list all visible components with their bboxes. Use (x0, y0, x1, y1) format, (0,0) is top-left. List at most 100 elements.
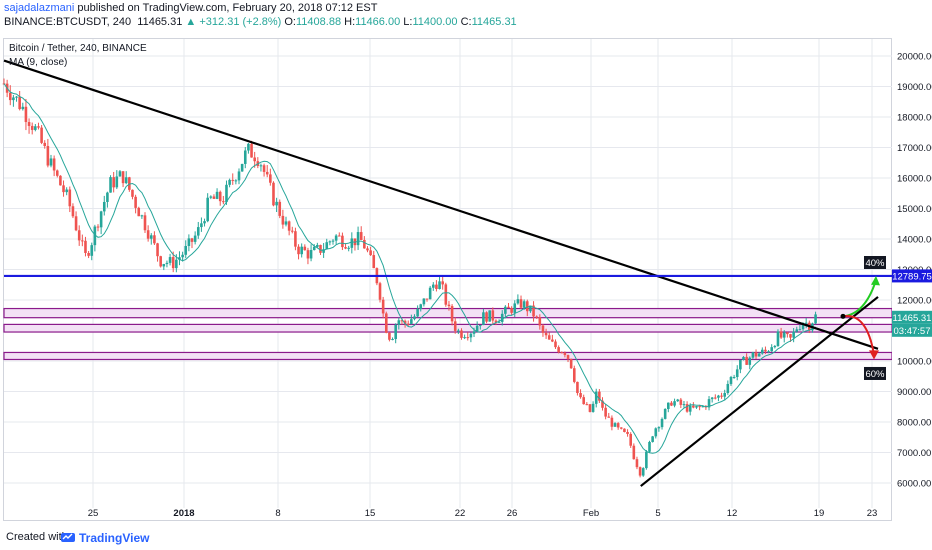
candle-body (309, 250, 313, 259)
candle-body (366, 248, 369, 251)
candle-body (234, 180, 238, 182)
chart-header: sajadalazmani published on TradingView.c… (0, 0, 932, 30)
candle-body (598, 391, 601, 401)
candle-body (322, 249, 325, 253)
candle-body (403, 320, 407, 324)
candle-body (726, 383, 730, 394)
candle-body (529, 305, 532, 312)
candle-body (500, 313, 504, 322)
legend-indicator[interactable]: MA (9, close) (9, 57, 68, 68)
x-tick-label: Feb (583, 508, 599, 519)
candle-body (504, 306, 507, 314)
candle-body (510, 307, 513, 313)
zone-bands (3, 307, 893, 361)
candle-body (770, 347, 774, 352)
candle-body (798, 329, 802, 331)
candle-body (391, 339, 394, 341)
candle-body (112, 177, 115, 188)
candle-body (49, 158, 53, 166)
candle-body (196, 227, 200, 236)
candle-body (435, 284, 438, 289)
candle-body (77, 230, 81, 241)
up-probability-tag: 40% (865, 258, 885, 269)
candle-body (225, 184, 228, 203)
candle-body (438, 281, 441, 289)
candle-body (604, 407, 607, 417)
candle-body (632, 445, 636, 460)
candle-body (388, 332, 391, 340)
candle-body (635, 459, 639, 468)
candle-body (200, 223, 203, 228)
candle-body (782, 332, 786, 338)
candle-body (341, 235, 344, 248)
projection-down-arrow (842, 315, 875, 356)
high-value: 11466.00 (355, 16, 401, 28)
candle-body (594, 391, 598, 404)
candle-body (497, 321, 501, 323)
candle-body (472, 331, 476, 334)
candle-body (513, 303, 517, 313)
chart-frame[interactable] (3, 38, 892, 521)
candle-body (12, 97, 15, 101)
candle-body (178, 257, 181, 260)
created-with-text: Created with (6, 531, 68, 543)
tradingview-brand[interactable]: TradingView (79, 531, 150, 545)
candle-body (62, 185, 65, 193)
candle-body (651, 436, 654, 442)
y-tick-label: 14000.00 (897, 235, 932, 246)
candle-body (410, 319, 413, 324)
candle-body (616, 423, 620, 428)
candle-body (156, 243, 159, 257)
low-label: L: (403, 16, 413, 28)
resistance-price-tag-bg (892, 269, 932, 283)
x-tick-label: 15 (365, 508, 376, 519)
candle-body (475, 325, 479, 332)
open-label: O: (284, 16, 296, 28)
candle-body (591, 403, 595, 412)
candle-body (425, 298, 429, 300)
y-tick-label: 18000.00 (897, 113, 932, 124)
countdown-tag: 03:47:57 (894, 326, 931, 337)
y-tick-label: 12000.00 (897, 296, 932, 307)
publish-text: published on TradingView.com, February 2… (77, 2, 378, 14)
candle-body (720, 395, 723, 397)
candle-body (347, 247, 350, 249)
candle-body (491, 310, 495, 321)
candle-body (767, 351, 770, 353)
candle-body (212, 196, 216, 199)
candle-body (532, 305, 535, 317)
open-value: 11408.88 (296, 16, 342, 28)
ohlc-line: BINANCE:BTCUSDT, 240 11465.31 ▲ +312.31 … (4, 16, 517, 28)
candle-body (278, 201, 282, 216)
candle-body (776, 331, 780, 346)
candle-body (143, 215, 147, 231)
candle-body (74, 216, 78, 231)
candle-body (30, 125, 34, 130)
candle-body (739, 359, 742, 370)
candle-body (494, 320, 498, 323)
candle-body (134, 196, 137, 208)
candle-body (372, 255, 376, 269)
candle-body (648, 441, 651, 452)
y-tick-label: 17000.00 (897, 143, 932, 154)
tradingview-logo-icon[interactable] (60, 528, 76, 544)
candle-body (334, 235, 338, 241)
candle-body (316, 244, 319, 247)
author-link[interactable]: sajadalazmani (4, 2, 75, 14)
projection-up-arrowhead (871, 275, 880, 286)
candle-body (804, 322, 808, 324)
candle-body (175, 259, 178, 269)
candle-body (359, 232, 363, 240)
candle-body (742, 356, 745, 360)
candle-body (554, 341, 557, 348)
candle-body (193, 235, 197, 242)
candle-body (431, 284, 435, 288)
candle-body (106, 192, 109, 202)
candle-body (657, 427, 661, 429)
candle-body (162, 264, 166, 267)
countdown-tag-bg (892, 323, 932, 337)
x-tick-label: 2018 (173, 508, 194, 519)
symbol-label: BINANCE:BTCUSDT, 240 (4, 16, 132, 28)
candle-body (8, 92, 12, 101)
